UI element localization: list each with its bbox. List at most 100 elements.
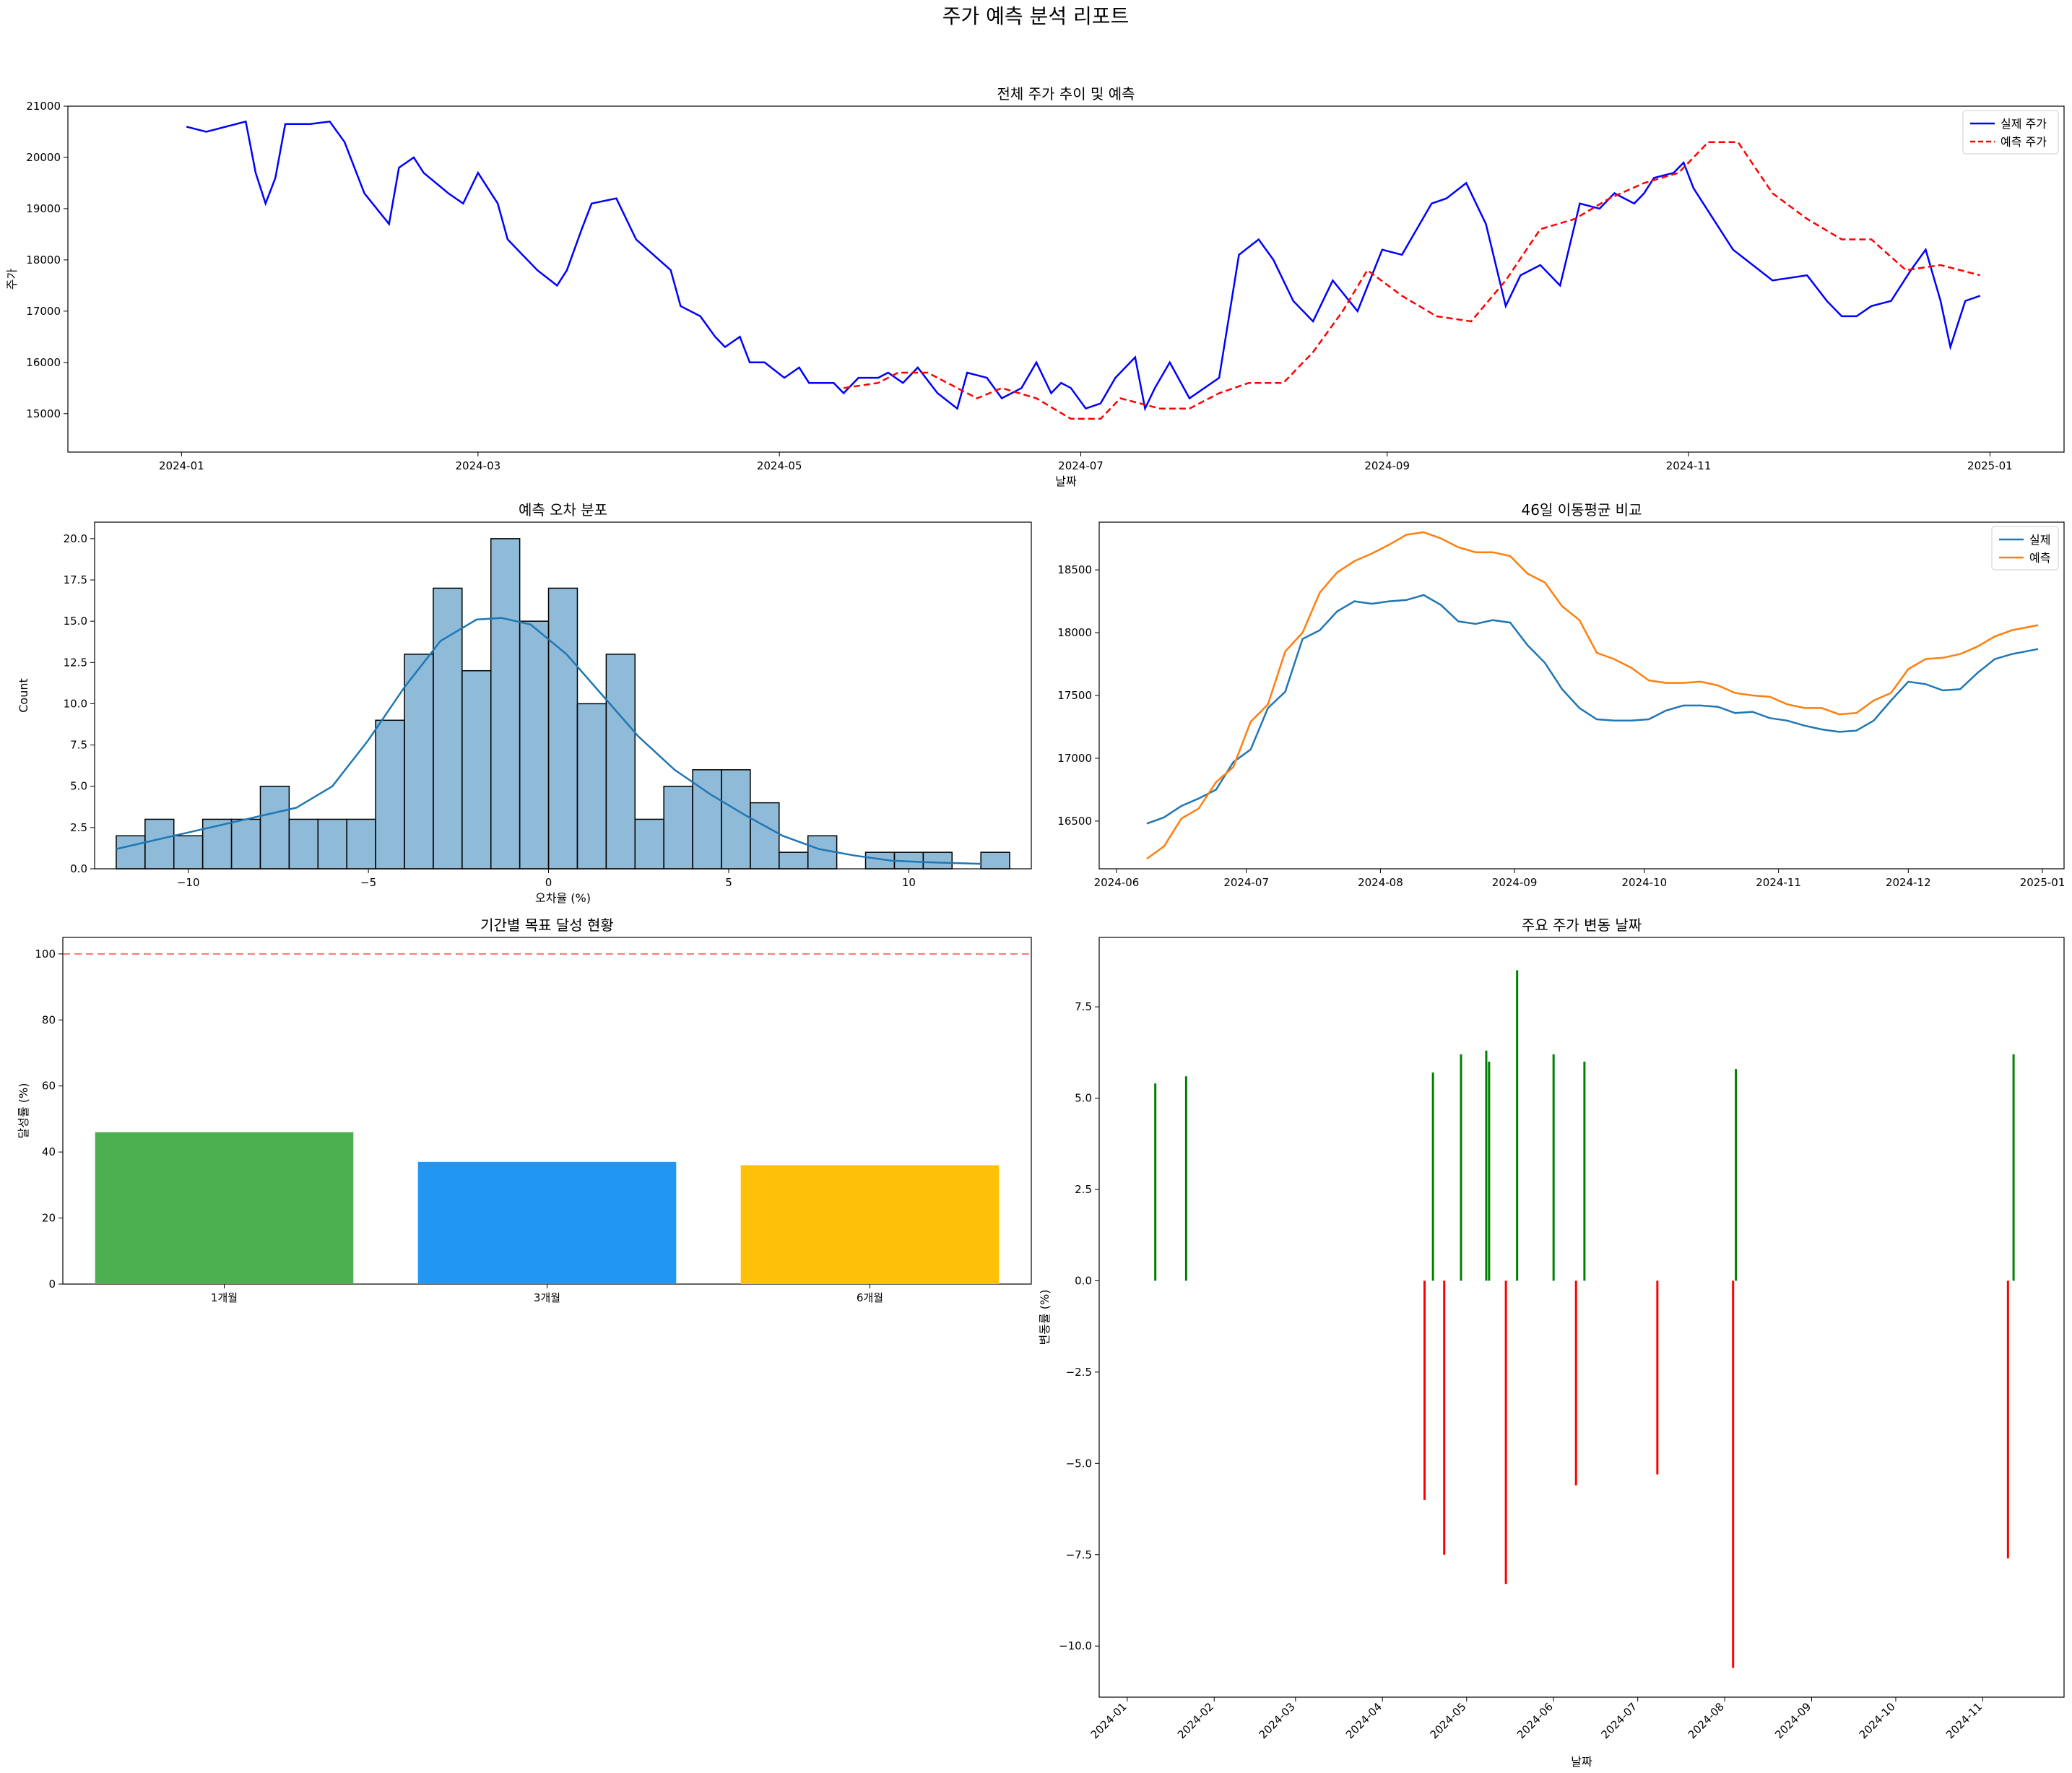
p3-legend-label: 예측 [2029,551,2050,565]
p1-ylabel: 주가 [5,269,19,290]
p3-title: 46일 이동평균 비교 [1522,501,1642,519]
p1-y-tick-label: 19000 [26,202,61,215]
p3-x-tick-label: 2024-07 [1223,876,1269,889]
p4-y-tick-label: 100 [35,948,56,961]
p2-hist-bar [779,851,809,870]
p1-x-tick-label: 2025-01 [1967,459,2013,472]
p3-y-tick-label: 18500 [1057,563,1092,576]
p1-y-tick-label: 21000 [26,100,61,113]
p5-xlabel: 날짜 [1571,1755,1592,1769]
p1-x-tick-label: 2024-03 [456,459,501,472]
p2-x-tick-label: 0 [545,876,552,889]
p2-hist-bar [230,818,261,870]
p2-hist-bar [922,851,953,870]
p4-y-tick-label: 60 [42,1080,56,1093]
p2-x-tick-label: 10 [902,876,916,889]
p2-hist-bar [317,818,347,870]
p1-y-tick-label: 15000 [26,407,61,420]
p2-y-tick-label: 17.5 [64,573,87,586]
p2-hist-bar [721,769,751,870]
p3-series-line [1146,594,2039,825]
p3-x-tick-label: 2024-06 [1094,876,1140,889]
p2-hist-bar [490,538,521,870]
p1-title: 전체 주가 추이 및 예측 [997,85,1135,103]
p1-x-tick-label: 2024-07 [1058,459,1104,472]
p2-hist-bar [173,835,204,870]
p1-series-line [186,120,1981,412]
p5-y-tick-label: 0.0 [1075,1274,1092,1287]
p2-title: 예측 오차 분포 [519,501,607,519]
p2-hist-bar [116,835,146,870]
p3-y-tick-label: 18000 [1057,626,1092,639]
p4-bar [417,1161,677,1284]
p2-hist-bar [576,703,607,870]
p2-y-tick-label: 10.0 [64,697,87,710]
p2-hist-bar [288,818,319,870]
p1-y-tick-label: 17000 [26,305,61,318]
p4-x-tick-label: 1개월 [211,1291,238,1304]
p2-hist-bar [980,851,1010,870]
p5-frame [1098,937,2065,1698]
p3-y-tick-label: 17500 [1057,689,1092,702]
p2-hist-bar [144,818,175,870]
p2-x-tick-label: −5 [360,876,376,889]
p4-title: 기간별 목표 달성 현황 [480,916,614,934]
p1-legend-label: 실제 주가 [2001,117,2047,131]
p2-hist-bar [404,654,434,870]
p1-series-line [843,141,1981,420]
p2-hist-bar [346,818,376,870]
p3-legend-box [1991,526,2059,571]
p5-title: 주요 주가 변동 날짜 [1522,916,1642,934]
p5-y-tick-label: −2.5 [1066,1366,1092,1379]
p2-hist-bar [461,669,492,870]
p1-legend-box [1962,110,2059,155]
p1-x-tick-label: 2024-11 [1666,459,1712,472]
p3-x-tick-label: 2024-09 [1492,876,1538,889]
p4-y-tick-label: 80 [42,1013,56,1026]
figure-suptitle: 주가 예측 분석 리포트 [942,4,1130,28]
p2-y-tick-label: 20.0 [64,532,87,545]
panel-moving-average: 46일 이동평균 비교 2024-06 2024-07 2024-08 2024-09 2… [1057,501,2065,889]
p4-y-tick-label: 20 [42,1212,56,1225]
p5-y-tick-label: 2.5 [1075,1183,1092,1196]
p1-y-tick-label: 20000 [26,151,61,164]
p3-legend-label: 실제 [2029,533,2050,547]
panel-price-trend: 전체 주가 추이 및 예측 2024-01 2024-03 2024-05 2024-0… [5,85,2065,488]
panel-target-achievement: 기간별 목표 달성 현황 1개월 3개월 6개월 0 20 40 60 80 100 달성률 (%) [17,916,1032,1304]
p2-y-tick-label: 12.5 [64,656,87,669]
p5-y-tick-label: 7.5 [1075,1000,1092,1013]
p2-hist-bar [750,802,780,870]
p3-x-tick-label: 2024-12 [1886,876,1931,889]
p2-hist-bar [663,785,693,870]
p2-hist-bar [547,587,578,870]
p3-x-tick-label: 2025-01 [2020,876,2066,889]
p2-y-tick-label: 7.5 [70,739,87,752]
p2-kde-line [116,617,981,865]
p4-y-tick-label: 40 [42,1145,56,1158]
p3-x-tick-label: 2024-10 [1622,876,1668,889]
p4-x-tick-label: 6개월 [857,1291,883,1304]
p2-x-tick-label: −10 [177,876,200,889]
p1-xlabel: 날짜 [1055,474,1077,488]
panel-error-histogram: 예측 오차 분포 −10 −5 0 5 10 0.0 2.5 5.0 7.5 10.0 12.5 15.… [17,501,1032,905]
p3-x-tick-label: 2024-11 [1756,876,1801,889]
p4-y-tick-label: 0 [48,1278,56,1291]
p1-x-tick-label: 2024-05 [757,459,802,472]
p2-y-tick-label: 15.0 [64,615,87,628]
p1-x-tick-label: 2024-09 [1364,459,1410,472]
p2-xlabel: 오차율 (%) [535,891,591,905]
p5-ylabel: 변동률 (%) [1038,1290,1052,1345]
p4-ylabel: 달성률 (%) [17,1083,30,1139]
p5-y-tick-label: −5.0 [1066,1457,1092,1470]
p2-y-tick-label: 5.0 [70,780,87,793]
p2-hist-bar [375,719,405,870]
p1-legend-label: 예측 주가 [2001,135,2047,149]
p3-y-tick-label: 16500 [1057,815,1092,828]
p4-x-tick-label: 3개월 [534,1291,560,1304]
p3-y-tick-label: 17000 [1057,752,1092,765]
p2-ylabel: Count [17,678,30,713]
p2-x-tick-label: 5 [725,876,732,889]
p4-bar [95,1132,354,1284]
p1-frame [67,105,2065,453]
